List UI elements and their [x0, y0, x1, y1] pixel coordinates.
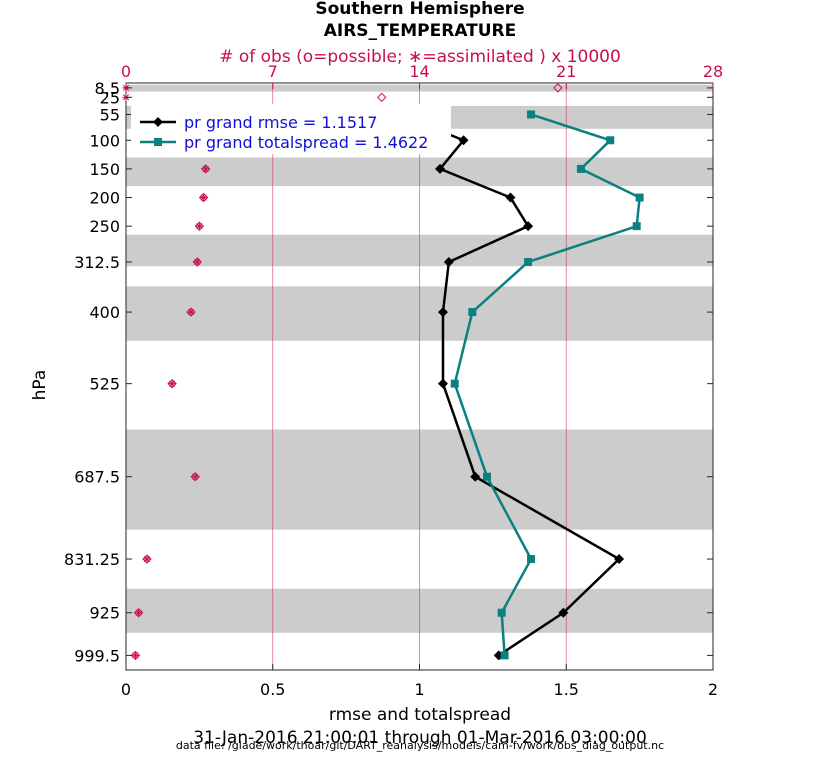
top-axis-label: # of obs (o=possible; ∗=assimilated ) x … [219, 47, 621, 67]
y-tick-label-3: 100 [89, 131, 120, 150]
obs-possible-marker-4 [200, 164, 211, 174]
y-tick-label-6: 250 [89, 217, 120, 236]
pr-grand-rmse-point-6 [437, 307, 448, 318]
pr-grand-totalspread-point-3 [635, 193, 644, 202]
obs-possible-marker-12 [133, 608, 144, 618]
series-lines [393, 109, 644, 661]
obs-assimilated-marker-6 [195, 222, 203, 230]
pr-grand-rmse-point-9 [614, 554, 625, 565]
x-axis-ticks: 0 0.5 1 1.5 2 [121, 664, 718, 699]
x-tick-label-2: 1 [414, 680, 424, 699]
obs-possible-marker-6 [194, 221, 205, 231]
y-tick-label-8: 400 [89, 303, 120, 322]
obs-possible-marker-8 [186, 307, 196, 317]
pr-grand-totalspread-point-9 [527, 555, 536, 564]
obs-possible-marker-5 [198, 192, 209, 203]
y-axis-label: hPa [30, 370, 50, 401]
obs-assimilated-marker-10 [191, 473, 199, 481]
pr-grand-totalspread-point-1 [606, 136, 615, 145]
obs-possible-marker-9 [167, 378, 177, 389]
pr-grand-rmse-point-10 [558, 607, 569, 618]
y-tick-label-4: 150 [89, 160, 120, 179]
pr-grand-rmse-point-2 [435, 163, 446, 174]
obs-possible-marker-10 [190, 472, 200, 482]
pr-grand-totalspread-point-5 [524, 257, 533, 266]
pr-grand-rmse-point-4 [523, 221, 534, 232]
legend-spread-marker [154, 138, 162, 146]
pr-grand-totalspread-line [453, 113, 641, 656]
pr-grand-rmse-point-7 [437, 378, 448, 389]
x-tick-label-4: 2 [708, 680, 718, 699]
obs-possible-marker-7 [192, 257, 202, 267]
y-tick-label-9: 525 [89, 375, 120, 394]
top-tick-label-14: 14 [409, 62, 429, 81]
pr-grand-totalspread-point-4 [632, 222, 641, 231]
top-axis-grid-lines [272, 83, 567, 670]
legend: pr grand rmse = 1.1517 pr grand totalspr… [131, 104, 451, 154]
y-tick-label-7: 312.5 [74, 253, 120, 272]
date-range: 31-Jan-2016 21:00:01 through 01-Mar-2016… [193, 728, 647, 748]
obs-assimilated-marker-4 [202, 165, 210, 173]
obs-possible-marker-0 [553, 83, 563, 93]
y-tick-label-11: 831.25 [64, 550, 120, 569]
pr-grand-totalspread-point-0 [527, 110, 536, 119]
pr-grand-totalspread-point-2 [576, 164, 585, 173]
legend-spread-label: pr grand totalspread = 1.4622 [184, 133, 428, 152]
pr-grand-rmse-point-3 [505, 192, 516, 203]
data-file-path: data file: /glade/work/thoar/git/DART_re… [176, 739, 664, 752]
chart-title: Southern Hemisphere [315, 0, 524, 19]
legend-box [131, 104, 451, 154]
obs-assimilated-marker-5 [199, 193, 208, 202]
x-tick-label-3: 1.5 [554, 680, 579, 699]
y-tick-label-12: 925 [89, 604, 120, 623]
legend-rmse-marker [153, 117, 163, 127]
top-axis-ticks: 0 7 14 21 28 [121, 62, 723, 89]
obs-possible-marker-11 [142, 554, 152, 564]
pr-grand-totalspread-point-6 [468, 308, 477, 317]
x-tick-label-0: 0 [121, 680, 131, 699]
obs-assimilated-marker-11 [143, 555, 151, 563]
chart-subtitle: AIRS_TEMPERATURE [324, 21, 517, 41]
y-tick-label-2: 55 [100, 105, 120, 124]
obs-assimilated-marker-12 [134, 609, 143, 617]
y-tick-label-10: 687.5 [74, 468, 120, 487]
top-tick-label-7: 7 [268, 62, 278, 81]
obs-assimilated-marker-8 [187, 308, 195, 316]
x-tick-label-1: 0.5 [260, 680, 285, 699]
top-tick-label-28: 28 [703, 62, 723, 81]
y-tick-label-0: 8.5 [95, 79, 120, 98]
obs-assimilated-marker-7 [193, 258, 201, 266]
obs-possible-marker-13 [130, 650, 141, 661]
pr-grand-totalspread-point-8 [483, 472, 492, 481]
pr-grand-totalspread-point-10 [497, 608, 506, 617]
top-tick-label-0: 0 [121, 62, 131, 81]
legend-rmse-label: pr grand rmse = 1.1517 [184, 113, 377, 132]
obs-possible-marker-1 [377, 92, 387, 103]
obs-assimilated-marker-13 [131, 651, 140, 659]
pr-grand-totalspread-point-7 [450, 379, 459, 388]
pr-grand-rmse-line [398, 113, 622, 657]
pr-grand-rmse-point-5 [443, 256, 454, 267]
y-tick-label-13: 999.5 [74, 646, 120, 665]
x-axis-label: rmse and totalspread [329, 705, 511, 725]
pr-grand-rmse-point-8 [470, 471, 481, 482]
obs-assimilated-marker-9 [168, 380, 176, 388]
y-tick-label-1: 25 [100, 88, 120, 107]
pr-grand-rmse-point-1 [458, 135, 469, 146]
y-tick-label-5: 200 [89, 189, 120, 208]
top-tick-label-21: 21 [556, 62, 576, 81]
pr-grand-totalspread-point-11 [500, 651, 509, 660]
